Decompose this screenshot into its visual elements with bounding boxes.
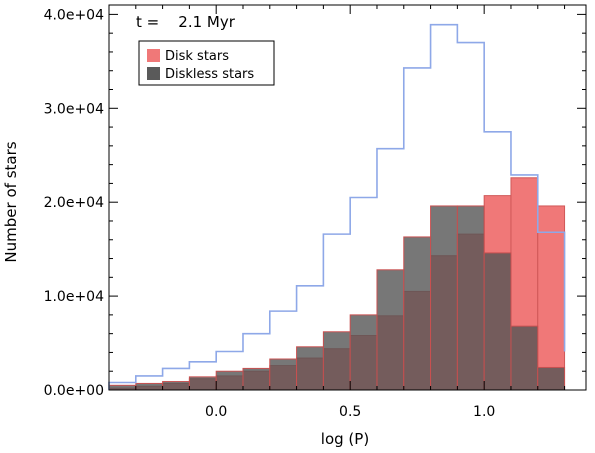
diskless-bar (456, 205, 485, 391)
y-axis-label: Number of stars (2, 141, 20, 262)
legend-label-diskless: Diskless stars (165, 67, 254, 82)
diskless-bar (242, 367, 271, 391)
legend-label-disk: Disk stars (165, 49, 229, 64)
diskless-bar (188, 376, 217, 391)
diskless-bar (162, 381, 190, 391)
diskless-bar (430, 205, 458, 391)
outline-step-line (108, 23, 566, 390)
disk-bar (537, 205, 566, 391)
diskless-bar (537, 366, 566, 391)
legend-swatch-disk (147, 49, 160, 62)
diskless-bar (296, 346, 324, 391)
diskless-bar (376, 269, 405, 391)
diskless-bar (510, 325, 539, 391)
bars-layer (108, 177, 566, 391)
diskless-bar (135, 382, 164, 391)
diskless-bar (322, 331, 351, 391)
plot-frame (108, 4, 587, 391)
y-tick-label: 0.0e+00 (44, 383, 104, 399)
outline-layer (108, 23, 566, 390)
diskless-bar (215, 370, 244, 391)
time-annotation: t = 2.1 Myr (136, 13, 236, 31)
x-tick-label: 1.0 (473, 404, 495, 420)
y-tick-label: 2.0e+04 (44, 195, 105, 211)
legend: Disk stars Diskless stars (138, 40, 275, 86)
y-tick-label: 3.0e+04 (44, 101, 105, 117)
x-tick-label: 0.5 (339, 404, 361, 420)
x-axis-label: log (P) (321, 430, 369, 448)
diskless-bar (403, 236, 432, 391)
diskless-bar (483, 252, 512, 391)
diskless-bar (269, 358, 298, 391)
y-tick-label: 4.0e+04 (44, 7, 105, 23)
legend-swatch-diskless (147, 67, 160, 80)
y-tick-label: 1.0e+04 (44, 289, 105, 305)
legend-box (138, 40, 275, 86)
x-tick-label: 0.0 (205, 404, 227, 420)
diskless-bar (349, 314, 378, 391)
ticks-layer: 0.0 0.5 1.0 0.0e+00 1.0e+04 2.0e+04 3.0e+04 4.0… (44, 5, 586, 420)
diskless-bar (108, 384, 137, 391)
